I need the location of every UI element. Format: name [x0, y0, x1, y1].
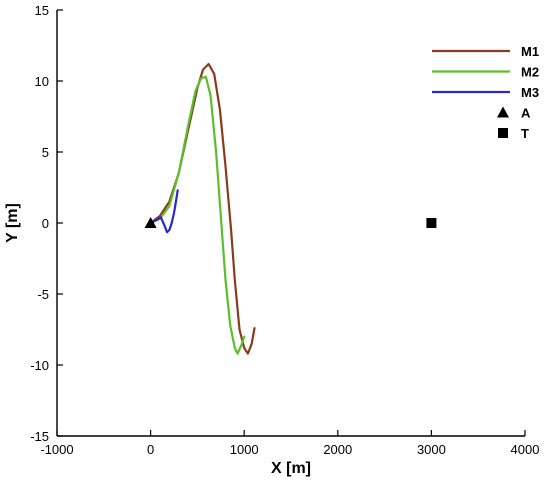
axes-layer: X [m] Y [m] [4, 10, 525, 477]
x-axis-label: X [m] [271, 460, 311, 477]
y-tick-label: -15 [30, 429, 49, 444]
y-tick-label: 5 [42, 145, 49, 160]
y-tick-label: 10 [35, 74, 49, 89]
y-tick-label: -5 [37, 287, 49, 302]
y-tick-label: -10 [30, 358, 49, 373]
y-tick-label: 15 [35, 3, 49, 18]
ticks-layer: -1000 0 1000 2000 3000 4000 -15 -10 -5 0 5 10 15 [30, 3, 539, 457]
series-m3-line [149, 189, 179, 234]
y-tick-label: 0 [42, 216, 49, 231]
legend-m3-label: M3 [521, 85, 539, 100]
legend-m2-label: M2 [521, 65, 539, 80]
x-tick-label: 4000 [511, 442, 540, 457]
legend-m1-label: M1 [521, 44, 539, 59]
x-tick-label: 0 [147, 442, 154, 457]
x-tick-label: 3000 [417, 442, 446, 457]
x-tick-label: 2000 [323, 442, 352, 457]
legend-a-swatch [497, 106, 509, 118]
series-layer [144, 62, 437, 355]
series-m2-line [149, 75, 246, 355]
legend-t-swatch [498, 128, 508, 138]
point-a-triangle [144, 217, 157, 228]
point-t-square [426, 218, 437, 228]
legend: M1 M2 M3 AT [432, 44, 539, 141]
x-tick-label: 1000 [230, 442, 259, 457]
legend-t-label: T [521, 126, 529, 141]
x-tick-label: -1000 [40, 442, 73, 457]
legend-a-label: A [521, 106, 531, 121]
y-axis-label: Y [m] [4, 203, 21, 243]
